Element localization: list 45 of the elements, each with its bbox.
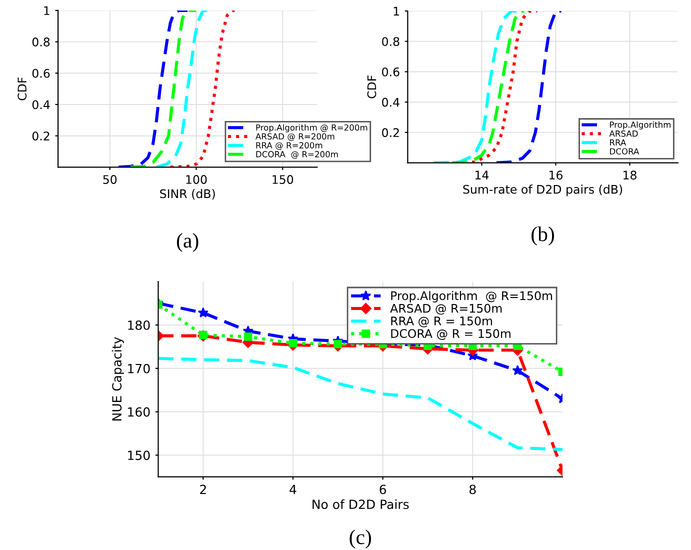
y-axis-title: CDF: [18, 77, 27, 100]
y-tick-label: 1: [44, 6, 50, 15]
y-tick-label: 0.6: [382, 67, 400, 76]
legend-label: ARSAD @ R=150m: [390, 304, 502, 315]
legend-label: RRA: [610, 139, 626, 146]
y-tick-label: 150: [128, 450, 150, 460]
legend-label: Prop.Algorithm: [610, 121, 670, 130]
legend-label: RRA @ R=200m: [256, 142, 322, 150]
x-tick-label: 18: [624, 170, 636, 180]
legend-label: DCORA: [610, 148, 640, 155]
legend-label: RRA @ R = 150m: [391, 316, 492, 328]
y-tick-label: 0.4: [32, 100, 50, 110]
y-axis-title: NUE Capacity: [112, 337, 124, 420]
legend-label: DCORA @ R = 150m: [391, 329, 510, 340]
text: (a): [176, 233, 198, 252]
x-tick-label: 4: [290, 484, 296, 494]
x-tick-label: 50: [103, 175, 117, 184]
legend-label: Prop.Algorithm @ R=150m: [391, 291, 552, 302]
y-tick-label: 0.8: [382, 37, 400, 46]
text: (c): [350, 530, 371, 548]
y-tick-label: 170: [128, 364, 150, 374]
x-tick-label: 16: [550, 170, 562, 180]
x-tick-label: 100: [186, 175, 207, 184]
x-tick-label: 2: [200, 484, 206, 494]
legend-label: DCORA @ R=200m: [256, 151, 338, 159]
x-axis-title: SINR (dB): [160, 189, 215, 200]
y-tick-label: 0.2: [382, 128, 399, 138]
legend-label: Prop.Algorithm @ R=200m: [256, 124, 368, 132]
legend-label: ARSAD: [609, 130, 638, 137]
x-tick-label: 14: [476, 170, 489, 180]
y-tick-label: 0.8: [32, 38, 50, 46]
x-axis-title: Sum-rate of D2D pairs (dB): [463, 184, 622, 196]
legend-label: ARSAD @ R=200m: [256, 133, 334, 141]
y-tick-label: 0.6: [32, 68, 50, 78]
y-tick-label: 180: [128, 320, 150, 330]
x-axis-title: No of D2D Pairs: [312, 499, 409, 510]
x-tick-label: 150: [272, 175, 294, 184]
y-tick-label: 1: [394, 6, 399, 16]
x-tick-label: 6: [380, 484, 386, 494]
y-tick-label: 0.2: [32, 132, 50, 141]
y-axis-title: CDF: [367, 76, 376, 98]
x-tick-label: 8: [470, 484, 476, 494]
y-tick-label: 0.4: [382, 98, 400, 107]
y-tick-label: 160: [128, 407, 150, 417]
text: (b): [532, 226, 554, 246]
